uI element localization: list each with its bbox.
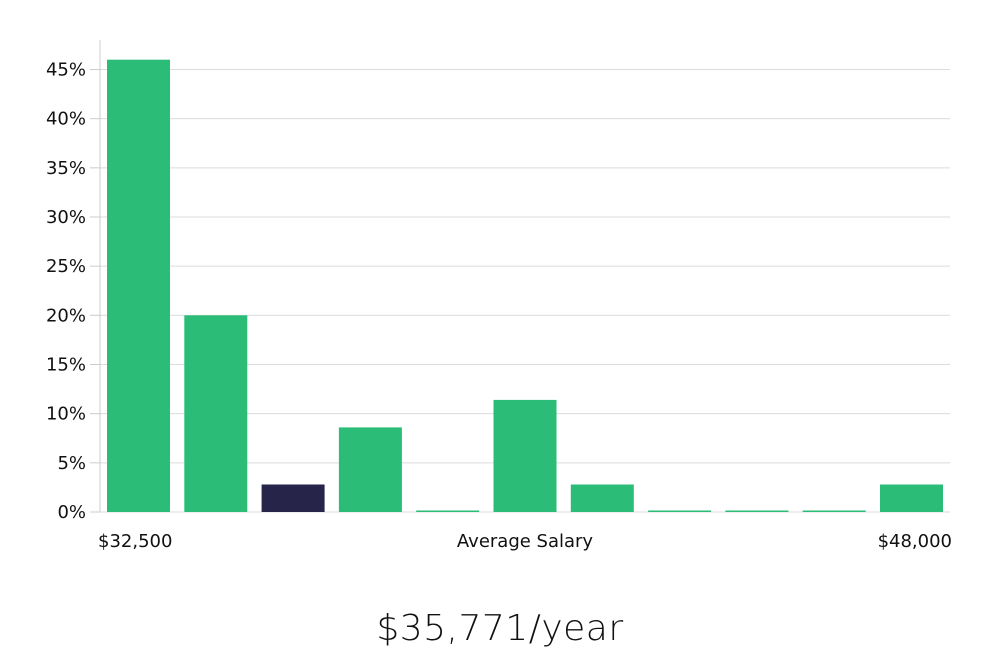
average-salary-value: $35,771/year [376,608,624,649]
y-tick-label: 20% [46,305,86,326]
bar [338,427,402,512]
y-tick-label: 5% [57,453,86,474]
bar [416,510,480,512]
y-tick-label: 0% [57,502,86,523]
x-min-label: $32,500 [98,531,172,552]
bar [648,510,712,512]
bar [802,510,866,512]
y-tick-label: 35% [46,158,86,179]
x-mid-label: Average Salary [457,531,594,552]
bar [493,399,557,512]
y-tick-label: 15% [46,355,86,376]
salary-histogram: 0% 5% 10% 15% 20% 25% 30% 35% 40% 45% $32,500 Ave… [46,40,952,552]
y-tick-label: 45% [46,60,86,81]
bar [107,59,170,512]
y-tick-label: 30% [46,207,86,228]
bars [107,59,943,512]
y-tick-label: 40% [46,109,86,130]
bar [184,315,248,512]
y-tick-labels: 0% 5% 10% 15% 20% 25% 30% 35% 40% 45% [46,60,86,524]
bar [570,484,634,512]
y-tick-label: 25% [46,256,86,277]
bar [725,510,789,512]
bar-highlighted [261,484,325,512]
y-tick-label: 10% [46,404,86,425]
x-max-label: $48,000 [878,531,952,552]
bar [880,484,943,512]
